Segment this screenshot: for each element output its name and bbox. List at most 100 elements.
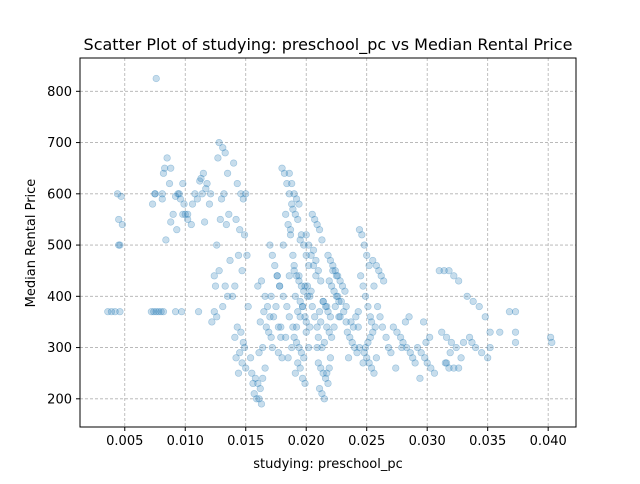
scatter-point (374, 302, 382, 311)
scatter-point (323, 323, 331, 331)
scatter-point (303, 282, 312, 290)
scatter-point (338, 282, 347, 290)
scatter-point (335, 313, 343, 321)
scatter-point (369, 256, 377, 265)
x-tick-label: 0.020 (288, 434, 325, 449)
scatter-point (113, 190, 122, 198)
scatter-point (294, 359, 302, 367)
scatter-point (324, 251, 332, 259)
scatter-point (308, 302, 316, 311)
scatter-point (256, 384, 264, 393)
scatter-point (445, 364, 453, 372)
scatter-point (115, 215, 123, 224)
x-tick-label: 0.035 (469, 434, 506, 449)
scatter-point (392, 364, 400, 372)
scatter-point (405, 313, 413, 321)
scatter-point (242, 364, 250, 372)
scatter-point (315, 308, 324, 316)
scatter-point (324, 308, 332, 316)
scatter-point (484, 354, 492, 362)
scatter-point (447, 338, 455, 347)
scatter-point (169, 210, 177, 218)
scatter-point (234, 369, 243, 377)
scatter-point (419, 318, 428, 326)
scatter-point (198, 190, 206, 198)
y-axis-ticks: 200 300 400 500 600 700 800 (47, 85, 80, 407)
scatter-point (244, 302, 252, 311)
scatter-point (268, 343, 276, 352)
scatter-point (511, 338, 520, 347)
scatter-point (226, 256, 234, 265)
scatter-point (213, 241, 221, 249)
scatter-point (384, 343, 393, 352)
scatter-point (440, 267, 448, 275)
scatter-point (354, 323, 362, 331)
scatter-point (314, 267, 322, 275)
scatter-point (213, 313, 221, 321)
scatter-point (457, 354, 465, 362)
scatter-point (296, 313, 304, 321)
scatter-point (158, 190, 166, 198)
scatter-point (314, 359, 322, 367)
y-tick-label: 400 (47, 290, 72, 305)
scatter-point (306, 292, 314, 300)
scatter-point (221, 282, 229, 290)
scatter-point (317, 364, 325, 372)
scatter-point (367, 364, 376, 372)
scatter-point (268, 251, 276, 259)
scatter-point (323, 369, 331, 377)
scatter-point (257, 277, 266, 285)
scatter-point (255, 395, 263, 403)
scatter-point (331, 302, 339, 311)
scatter-point (417, 349, 425, 357)
scatter-point (413, 343, 422, 352)
scatter-point (342, 318, 350, 326)
scatter-point (254, 379, 262, 388)
scatter-point (349, 323, 358, 331)
scatter-point (284, 354, 292, 362)
scatter-point (292, 195, 301, 203)
scatter-point (259, 374, 267, 382)
scatter-point (342, 302, 350, 311)
scatter-point (291, 292, 299, 300)
scatter-point (427, 364, 435, 372)
scatter-point (184, 210, 192, 218)
scatter-point (210, 308, 218, 316)
scatter-point (319, 297, 327, 306)
scatter-point (151, 190, 159, 198)
scatter-point (353, 349, 361, 357)
x-tick-label: 0.040 (530, 434, 567, 449)
scatter-point (194, 308, 203, 316)
scatter-point (337, 297, 345, 306)
scatter-point (295, 277, 303, 285)
scatter-point (215, 267, 223, 275)
scatter-point (398, 343, 406, 352)
scatter-point (305, 343, 313, 352)
scatter-point (233, 323, 241, 331)
scatter-point (370, 369, 378, 377)
scatter-point (111, 308, 119, 316)
scatter-point (319, 297, 327, 306)
scatter-point (161, 164, 169, 172)
scatter-point (455, 364, 463, 372)
scatter-point (301, 313, 309, 321)
scatter-point (319, 369, 327, 377)
scatter-point (232, 215, 240, 224)
scatter-point (346, 333, 354, 341)
scatter-point (165, 179, 174, 188)
scatter-point (317, 277, 325, 285)
scatter-point (321, 302, 330, 311)
scatter-point (292, 338, 301, 347)
scatter-point (511, 328, 520, 336)
scatter-point (302, 328, 310, 336)
x-axis-ticks: 0.005 0.010 0.015 0.020 0.025 0.030 0.035 0.040 (106, 427, 567, 449)
scatter-point (292, 272, 301, 280)
scatter-point (471, 343, 480, 352)
scatter-point (455, 277, 463, 285)
scatter-point (266, 313, 274, 321)
scatter-point (325, 277, 333, 285)
scatter-point (276, 282, 284, 290)
scatter-point (151, 190, 159, 198)
scatter-point (207, 190, 215, 198)
scatter-point (193, 195, 201, 203)
